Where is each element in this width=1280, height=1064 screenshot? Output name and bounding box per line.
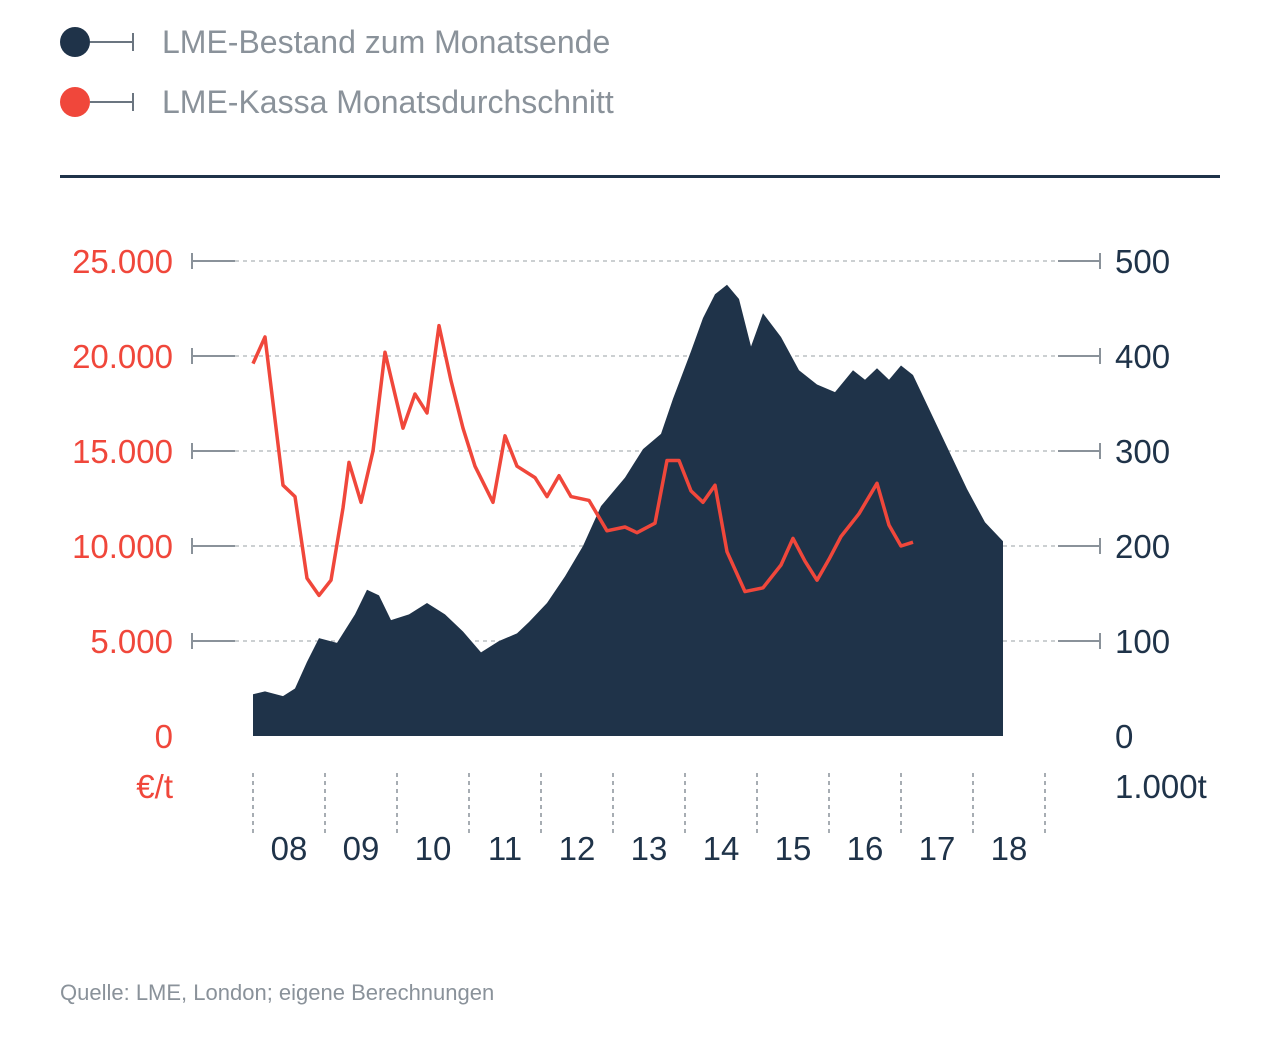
legend-item-stock: LME-Bestand zum Monatsende xyxy=(60,12,614,72)
stock-area xyxy=(253,284,1003,736)
right-axis-unit: 1.000t xyxy=(1115,768,1207,805)
x-tick-label: 14 xyxy=(703,830,740,867)
legend-marker-price xyxy=(60,82,150,122)
legend-line xyxy=(90,41,132,43)
legend-label-stock: LME-Bestand zum Monatsende xyxy=(162,23,611,60)
x-tick-label: 18 xyxy=(991,830,1028,867)
left-tick-label: 10.000 xyxy=(72,528,173,565)
right-tick-label: 200 xyxy=(1115,528,1170,565)
legend-marker-stock xyxy=(60,22,150,62)
dot-icon xyxy=(60,27,90,57)
left-tick-label: 25.000 xyxy=(72,243,173,280)
left-axis-unit: €/t xyxy=(136,768,173,805)
right-tick-label: 400 xyxy=(1115,338,1170,375)
x-tick-label: 15 xyxy=(775,830,812,867)
legend-cap xyxy=(132,33,134,51)
legend-item-price: LME-Kassa Monatsdurchschnitt xyxy=(60,72,614,132)
x-tick-label: 16 xyxy=(847,830,884,867)
right-tick-label: 500 xyxy=(1115,243,1170,280)
left-tick-label: 0 xyxy=(155,718,173,755)
x-tick-label: 13 xyxy=(631,830,668,867)
legend: LME-Bestand zum Monatsende LME-Kassa Mon… xyxy=(60,12,614,132)
price-line xyxy=(251,323,914,598)
legend-label-price: LME-Kassa Monatsdurchschnitt xyxy=(162,83,614,120)
left-tick-label: 5.000 xyxy=(90,623,173,660)
x-tick-label: 08 xyxy=(271,830,308,867)
dot-icon xyxy=(60,87,90,117)
x-tick-label: 09 xyxy=(343,830,380,867)
right-tick-label: 100 xyxy=(1115,623,1170,660)
left-tick-label: 15.000 xyxy=(72,433,173,470)
header-divider xyxy=(60,175,1220,178)
left-tick-label: 20.000 xyxy=(72,338,173,375)
source-note: Quelle: LME, London; eigene Berechnungen xyxy=(60,980,495,1005)
x-tick-label: 10 xyxy=(415,830,452,867)
legend-line xyxy=(90,101,132,103)
chart: 0 0 5.000 100 10.000 200 15.000 300 20.000 400 25.… xyxy=(72,243,1207,867)
x-tick-label: 12 xyxy=(559,830,596,867)
right-tick-label: 0 xyxy=(1115,718,1133,755)
right-tick-label: 300 xyxy=(1115,433,1170,470)
x-tick-label: 17 xyxy=(919,830,956,867)
legend-cap xyxy=(132,93,134,111)
x-tick-label: 11 xyxy=(488,830,522,867)
